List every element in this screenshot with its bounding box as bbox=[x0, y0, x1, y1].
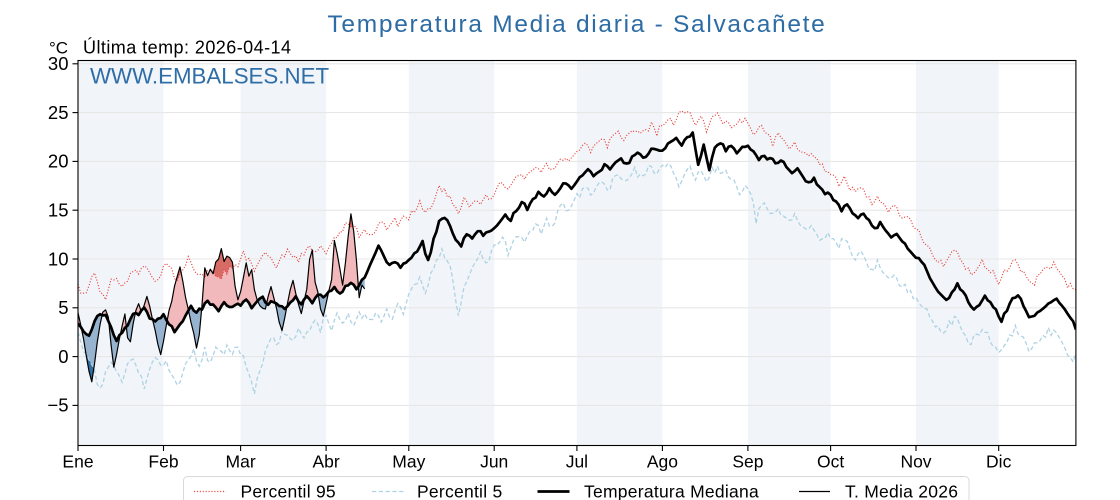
svg-text:10: 10 bbox=[48, 248, 69, 269]
svg-text:Percentil 95: Percentil 95 bbox=[241, 482, 336, 500]
svg-text:Feb: Feb bbox=[148, 452, 178, 472]
svg-text:−5: −5 bbox=[47, 395, 68, 416]
svg-text:Dic: Dic bbox=[986, 452, 1012, 472]
svg-text:Temperatura Mediana: Temperatura Mediana bbox=[584, 482, 759, 500]
svg-text:Jun: Jun bbox=[480, 452, 508, 472]
svg-text:May: May bbox=[392, 452, 425, 472]
svg-text:0: 0 bbox=[58, 346, 68, 367]
svg-text:Percentil 5: Percentil 5 bbox=[417, 482, 502, 500]
svg-text:Abr: Abr bbox=[312, 452, 339, 472]
svg-text:30: 30 bbox=[48, 53, 69, 74]
svg-text:Mar: Mar bbox=[226, 452, 256, 472]
svg-text:Ene: Ene bbox=[62, 452, 93, 472]
svg-text:Temperatura Media diaria - Sal: Temperatura Media diaria - Salvacañete bbox=[327, 11, 826, 38]
svg-text:WWW.EMBALSES.NET: WWW.EMBALSES.NET bbox=[90, 64, 329, 89]
svg-text:15: 15 bbox=[48, 200, 69, 221]
svg-text:Ago: Ago bbox=[647, 452, 678, 472]
svg-text:Nov: Nov bbox=[900, 452, 931, 472]
svg-text:Jul: Jul bbox=[566, 452, 588, 472]
svg-text:Sep: Sep bbox=[732, 452, 763, 472]
svg-text:°C: °C bbox=[49, 39, 68, 58]
svg-text:25: 25 bbox=[48, 102, 69, 123]
svg-text:Última temp: 2026-04-14: Última temp: 2026-04-14 bbox=[83, 37, 291, 58]
svg-text:Oct: Oct bbox=[817, 452, 844, 472]
svg-text:20: 20 bbox=[48, 151, 69, 172]
svg-text:5: 5 bbox=[58, 297, 68, 318]
svg-text:T. Media 2026: T. Media 2026 bbox=[845, 482, 958, 500]
